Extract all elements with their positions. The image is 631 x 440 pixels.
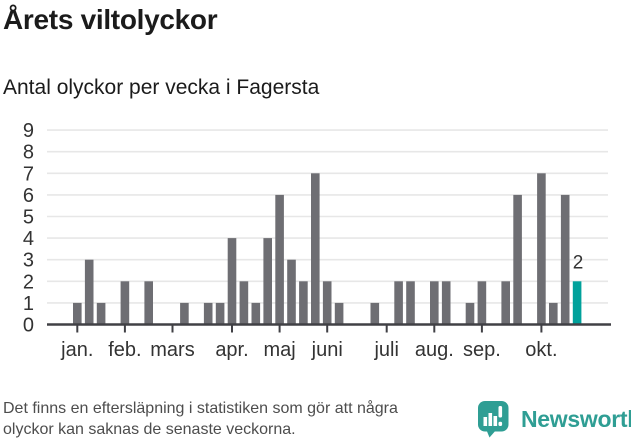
footer-note-line1: Det finns en eftersläpning i statistiken…: [3, 400, 398, 417]
bar: [299, 281, 308, 325]
bar: [406, 281, 415, 325]
newsworthy-chart-bubble-icon: [477, 400, 510, 438]
bar: [215, 302, 225, 325]
bar: [537, 173, 546, 325]
y-axis-tick-label: 6: [23, 185, 34, 207]
bar: [513, 194, 522, 325]
y-axis-tick-label: 1: [23, 293, 34, 315]
bar: [73, 302, 82, 325]
bar: [549, 302, 558, 325]
bar: [84, 259, 94, 325]
bar: [394, 281, 403, 325]
newsworthy-logo-text: Newsworthy: [521, 405, 631, 432]
bar: [227, 238, 237, 325]
bar: [287, 259, 296, 325]
x-axis-month-label: aug.: [415, 339, 454, 361]
x-axis-month-label: okt.: [525, 339, 557, 361]
x-axis-month-label: sep.: [463, 339, 501, 361]
bar: [180, 302, 189, 325]
bar: [430, 281, 439, 325]
footer-note: Det finns en eftersläpning i statistiken…: [3, 398, 398, 440]
bar: [275, 194, 284, 325]
bar: [144, 281, 153, 325]
bar: [465, 302, 475, 325]
bar: [263, 238, 272, 325]
x-axis-month-label: juli: [373, 339, 398, 361]
y-axis-tick-label: 0: [23, 315, 34, 337]
bar: [501, 281, 510, 325]
bar: [251, 302, 261, 325]
x-axis-month-label: jan.: [60, 339, 93, 361]
newsworthy-logo[interactable]: Newsworthy: [477, 400, 631, 438]
x-axis-month-label: mars: [150, 339, 194, 361]
bar: [96, 302, 106, 325]
x-axis-month-label: feb.: [108, 339, 141, 361]
y-axis-tick-label: 2: [23, 271, 34, 293]
bar-highlighted: [572, 281, 582, 325]
x-axis-month-label: apr.: [215, 339, 248, 361]
bar: [322, 281, 332, 325]
y-axis-tick-label: 9: [23, 120, 34, 142]
bar: [441, 281, 451, 325]
footer-note-line2: olyckor kan saknas de senaste veckorna.: [3, 421, 296, 438]
y-axis-tick-label: 7: [23, 163, 34, 185]
bar: [370, 302, 380, 325]
bar: [120, 281, 130, 325]
x-axis-month-label: juni: [311, 339, 343, 361]
last-value-label: 2: [573, 252, 584, 273]
bar: [311, 173, 320, 325]
y-axis-tick-label: 5: [23, 207, 34, 229]
y-axis-tick-label: 3: [23, 250, 34, 272]
y-axis-tick-label: 4: [23, 228, 34, 250]
bar: [239, 281, 249, 325]
bar: [560, 194, 570, 325]
bar: [334, 302, 344, 325]
chart-subtitle: Antal olyckor per vecka i Fagersta: [3, 76, 320, 99]
bar: [477, 281, 487, 325]
chart-title: Årets viltolyckor: [3, 4, 218, 35]
bar: [203, 302, 213, 325]
y-axis-tick-label: 8: [23, 142, 34, 164]
x-axis-month-label: maj: [263, 339, 295, 361]
